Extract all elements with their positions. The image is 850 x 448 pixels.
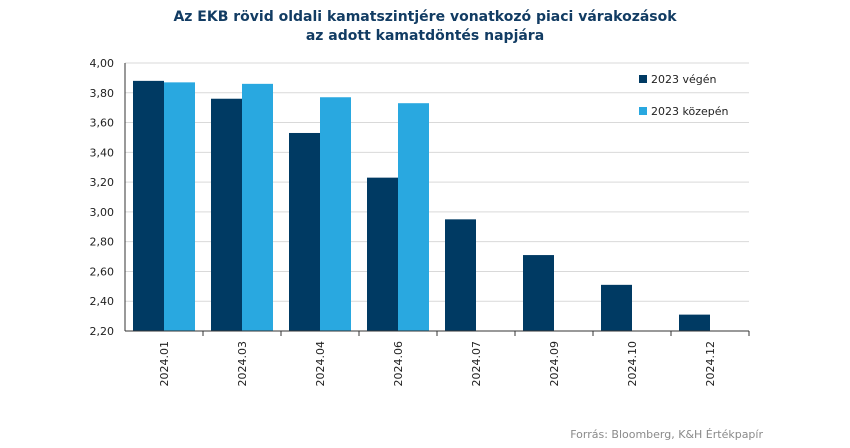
x-tick-label: 2024.01	[158, 341, 171, 387]
y-tick-label: 4,00	[90, 57, 115, 70]
x-tick-label: 2024.12	[704, 341, 717, 387]
bar-end-2023	[601, 284, 632, 331]
y-tick-labels: 4,00 3,80 3,60 3,40 3,20 3,00 2,80 2,60 2,40 2,20	[90, 57, 115, 338]
axes	[124, 63, 750, 336]
source-note: Forrás: Bloomberg, K&H Értékpapír	[570, 428, 763, 441]
x-tick-label: 2024.06	[392, 341, 405, 387]
bar-mid-2023	[398, 103, 429, 331]
x-tick-label: 2024.10	[626, 341, 639, 387]
legend-label: 2023 közepén	[651, 105, 728, 118]
y-tick-label: 2,80	[90, 236, 115, 249]
y-tick-label: 3,20	[90, 176, 115, 189]
legend-swatch	[639, 107, 647, 115]
bar-end-2023	[523, 255, 554, 331]
y-tick-label: 3,60	[90, 117, 115, 130]
x-tick-label: 2024.07	[470, 341, 483, 387]
y-tick-label: 2,20	[90, 325, 115, 338]
x-tick-label: 2024.04	[314, 341, 327, 387]
chart-title-line-2: az adott kamatdöntés napjára	[305, 28, 545, 44]
legend-swatch	[639, 75, 647, 83]
y-tick-label: 3,80	[90, 87, 115, 100]
bar-end-2023	[445, 219, 476, 331]
y-tick-label: 3,00	[90, 206, 115, 219]
x-tick-labels: 2024.01 2024.03 2024.04 2024.06 2024.07 2024.…	[158, 341, 717, 387]
bar-end-2023	[289, 132, 320, 331]
x-tick-label: 2024.03	[236, 341, 249, 387]
legend-label: 2023 végén	[651, 73, 717, 86]
legend: 2023 végén 2023 közepén	[639, 73, 728, 118]
chart-title: Az EKB rövid oldali kamatszintjére vonat…	[0, 8, 850, 46]
bar-mid-2023	[242, 83, 273, 331]
y-tick-label: 2,60	[90, 265, 115, 278]
bar-end-2023	[211, 98, 242, 331]
bars	[133, 80, 710, 331]
y-tick-label: 2,40	[90, 295, 115, 308]
chart-title-line-1: Az EKB rövid oldali kamatszintjére vonat…	[173, 9, 677, 25]
bar-mid-2023	[320, 97, 351, 331]
bar-end-2023	[367, 177, 398, 331]
bar-mid-2023	[164, 82, 195, 331]
bar-end-2023	[133, 80, 164, 331]
y-tick-label: 3,40	[90, 146, 115, 159]
x-tick-label: 2024.09	[548, 341, 561, 387]
bar-end-2023	[679, 314, 710, 331]
